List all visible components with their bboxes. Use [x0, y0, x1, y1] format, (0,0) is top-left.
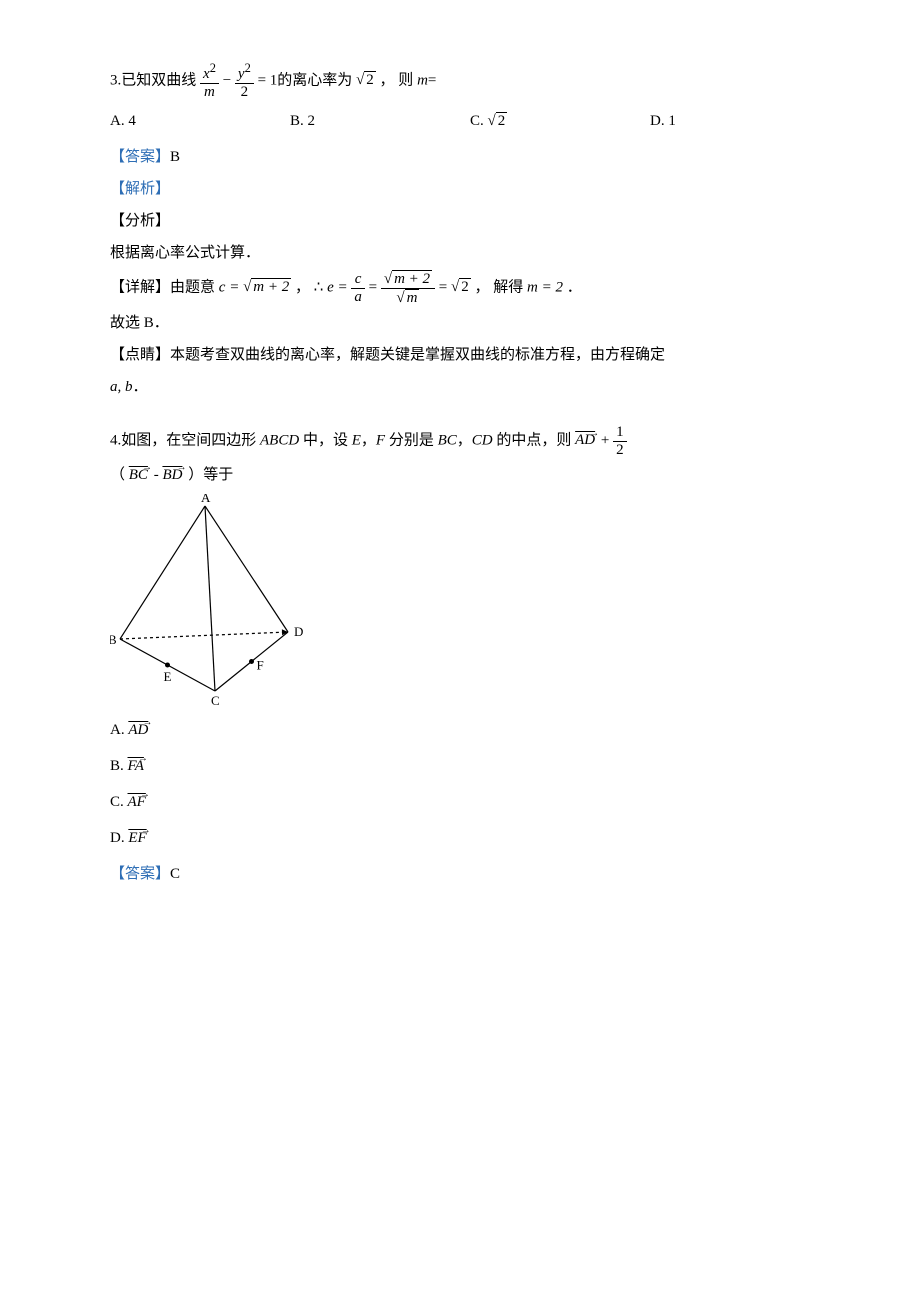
q4-stem-line2: （ BC - BD ）等于	[110, 460, 830, 490]
q3-xiangjie: 【详解】由题意 c = √m + 2 ， ∴ e = ca = √m + 2 √…	[110, 270, 830, 306]
q3-opt-a: A. 4	[110, 106, 290, 136]
q3-frac2: y2 2	[235, 62, 254, 100]
eq-1: = 1	[258, 72, 278, 88]
q3-opt-d: D. 1	[650, 106, 830, 136]
vec-ad: AD	[575, 432, 597, 448]
minus: −	[223, 72, 231, 88]
q4-options: A. AD B. FA C. AF D. EF	[110, 715, 830, 853]
q4-number: 4.	[110, 432, 121, 448]
q4-opt-d: D. EF	[110, 823, 830, 853]
svg-text:E: E	[164, 669, 172, 684]
q3-number: 3.	[110, 72, 121, 88]
q3-fenxi-text: 根据离心率公式计算．	[110, 238, 830, 268]
vec-bd: BD	[162, 467, 184, 483]
svg-text:B: B	[110, 632, 117, 647]
vec-bc: BC	[129, 467, 150, 483]
answer-label: 【答案】	[110, 866, 170, 882]
q3-fenxi-label: 【分析】	[110, 206, 830, 236]
q3-guxuan: 故选 B．	[110, 308, 830, 338]
q4-opt-c: C. AF	[110, 787, 830, 817]
q3-jiexi-label: 【解析】	[110, 174, 830, 204]
answer-value: B	[170, 149, 180, 165]
svg-text:F: F	[257, 658, 264, 673]
q3-dianjing: 【点睛】本题考查双曲线的离心率，解题关键是掌握双曲线的标准方程，由方程确定	[110, 340, 830, 370]
q3-opt-b: B. 2	[290, 106, 470, 136]
q3-stem-mid: 的离心率为	[277, 72, 352, 88]
q3-answer: 【答案】B	[110, 142, 830, 172]
svg-text:A: A	[201, 494, 211, 505]
q3-stem-post: ， 则	[380, 72, 418, 88]
m-var: m	[417, 72, 428, 88]
q3-stem-pre: 已知双曲线	[121, 72, 196, 88]
q3-ab: a, b．	[110, 372, 830, 402]
q4-diagram: A B C D E F	[110, 494, 320, 709]
spacer	[110, 404, 830, 422]
q4-opt-a: A. AD	[110, 715, 830, 745]
q3-opt-c: C. √2	[470, 106, 650, 136]
svg-text:D: D	[294, 624, 303, 639]
answer-label: 【答案】	[110, 149, 170, 165]
q3-frac1: x2 m	[200, 62, 219, 100]
svg-text:C: C	[211, 693, 220, 708]
q3-options: A. 4 B. 2 C. √2 D. 1	[110, 106, 830, 136]
sqrt-2: √2	[356, 72, 376, 88]
q4-stem-line1: 4.如图，在空间四边形 ABCD 中，设 E，F 分别是 BC，CD 的中点，则…	[110, 424, 830, 458]
q4-opt-b: B. FA	[110, 751, 830, 781]
q4-answer: 【答案】C	[110, 859, 830, 889]
q3-stem: 3.已知双曲线 x2 m − y2 2 = 1的离心率为 √2 ， 则 m=	[110, 62, 830, 100]
xiangjie-label: 【详解】	[110, 279, 170, 295]
answer-value: C	[170, 866, 180, 882]
